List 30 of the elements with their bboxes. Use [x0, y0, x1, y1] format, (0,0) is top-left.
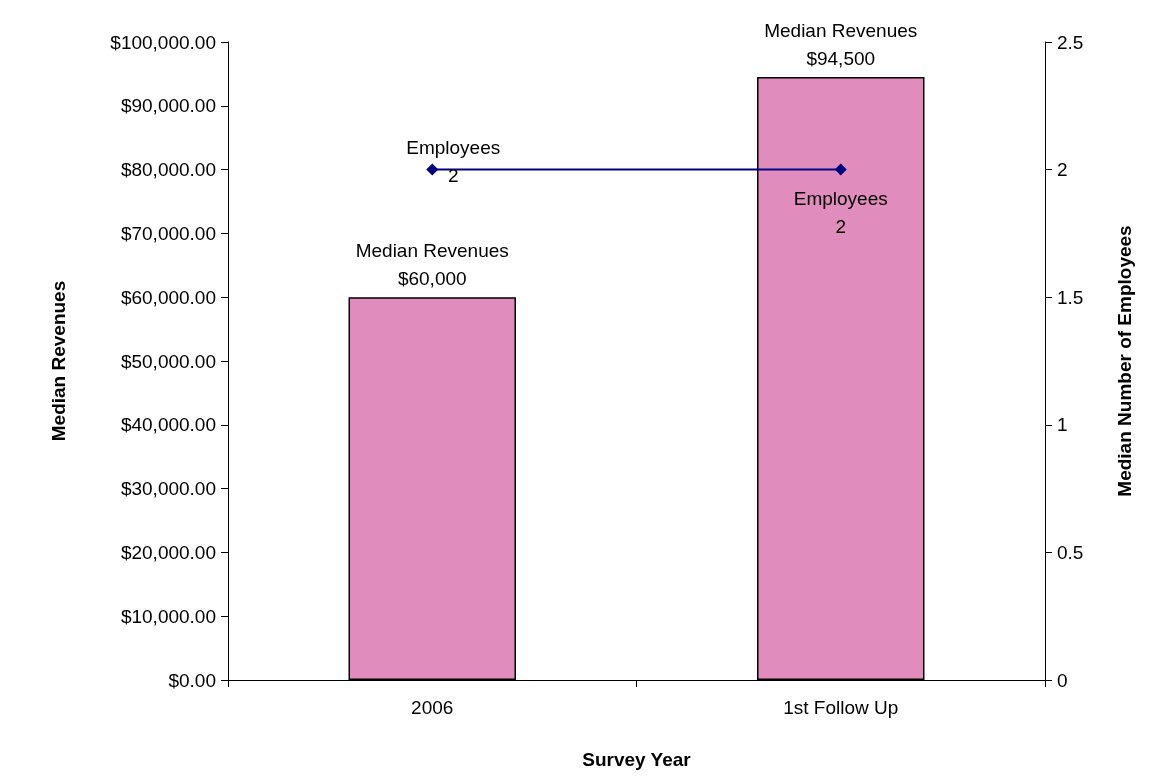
y2-axis-title: Median Number of Employees — [1114, 225, 1135, 497]
y2-tick-label: 1.5 — [1057, 286, 1084, 308]
y2-tick-label: 1 — [1057, 414, 1068, 436]
y2-tick-label: 2 — [1057, 159, 1068, 181]
y-tick-label: $40,000.00 — [120, 414, 216, 436]
y-axis-title: Median Revenues — [48, 280, 69, 442]
y-tick-label: $100,000.00 — [110, 31, 216, 53]
y-tick-label: $90,000.00 — [120, 95, 216, 117]
y2-tick-label: 2.5 — [1057, 31, 1084, 53]
data-label: 2 — [447, 165, 459, 187]
text: Median Revenues — [764, 19, 918, 41]
y-tick-label: $30,000.00 — [120, 478, 216, 500]
x-axis-title: Survey Year — [582, 749, 692, 770]
y-tick-label: $20,000.00 — [120, 541, 216, 563]
y-tick-label: $80,000.00 — [120, 159, 216, 181]
data-label: $60,000 — [397, 267, 467, 289]
x-tick-label: 2006 — [411, 697, 454, 718]
y-tick-label: $0.00 — [168, 669, 216, 691]
series-label: Employees — [406, 137, 501, 159]
y2-tick-label: 0.5 — [1057, 541, 1084, 563]
data-label: 2 — [835, 216, 847, 238]
text: Employees — [793, 188, 888, 210]
x-tick-label: 1st Follow Up — [783, 697, 899, 718]
y-tick-label: $70,000.00 — [120, 222, 216, 244]
y-tick-label: $10,000.00 — [120, 605, 216, 627]
y2-tick-label: 0 — [1057, 669, 1068, 691]
series-label: Median Revenues — [355, 239, 509, 261]
data-label: $94,500 — [806, 47, 876, 69]
y-tick-label: $50,000.00 — [120, 350, 216, 372]
y-tick-label: $60,000.00 — [120, 286, 216, 308]
